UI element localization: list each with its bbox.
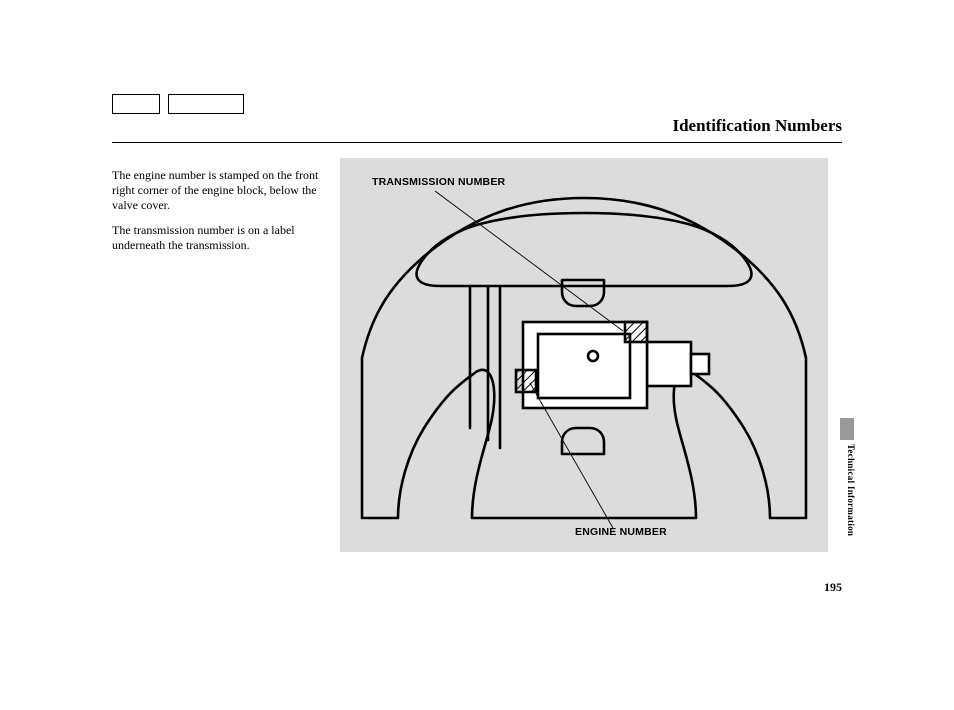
nav-tab-2[interactable]	[168, 94, 244, 114]
page-title: Identification Numbers	[672, 116, 842, 136]
paragraph-engine-number: The engine number is stamped on the fron…	[112, 168, 322, 213]
engine-diagram-svg	[340, 158, 828, 552]
manual-page: Identification Numbers The engine number…	[0, 0, 954, 710]
section-label: Technical Information	[846, 444, 856, 536]
nav-tabs	[112, 94, 244, 114]
page-number: 195	[824, 580, 842, 595]
section-tab-icon	[840, 418, 854, 440]
nav-tab-1[interactable]	[112, 94, 160, 114]
label-engine-number: ENGINE NUMBER	[575, 526, 667, 538]
header-divider	[112, 142, 842, 143]
paragraph-transmission-number: The transmission number is on a label un…	[112, 223, 322, 253]
engine-diagram-figure: TRANSMISSION NUMBER ENGINE NUMBER	[340, 158, 828, 552]
label-transmission-number: TRANSMISSION NUMBER	[372, 176, 505, 188]
body-text-column: The engine number is stamped on the fron…	[112, 168, 322, 263]
